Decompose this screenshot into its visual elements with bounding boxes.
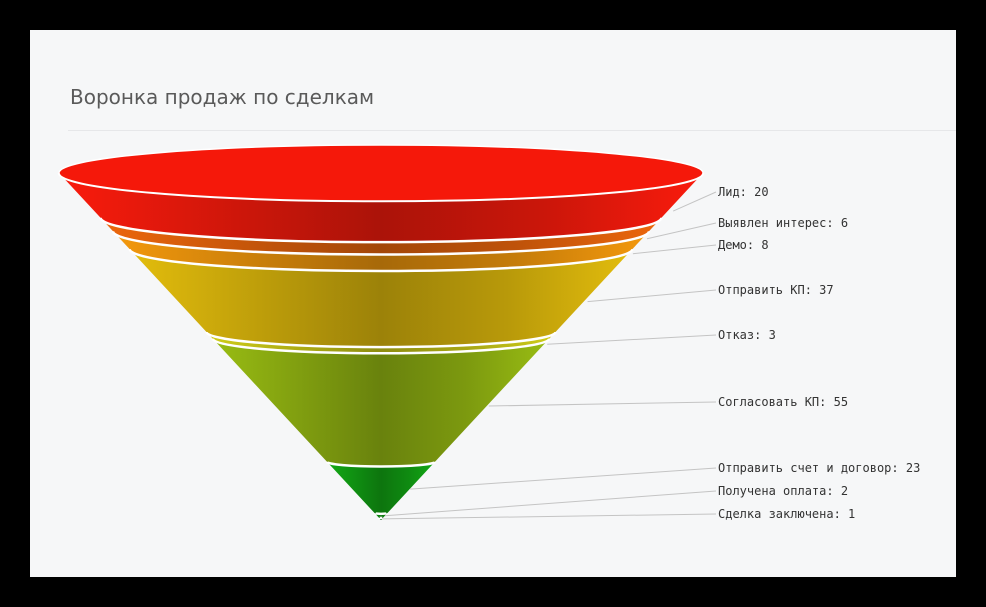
segment-edge bbox=[128, 248, 634, 273]
funnel-segment[interactable] bbox=[206, 331, 556, 354]
label-connector bbox=[384, 490, 717, 517]
title-divider bbox=[68, 130, 956, 131]
funnel-segment[interactable] bbox=[59, 173, 703, 243]
funnel-segment[interactable] bbox=[326, 461, 436, 514]
data-label: Отказ: 3 bbox=[718, 328, 776, 342]
data-label: Отправить счет и договор: 23 bbox=[718, 461, 920, 475]
segment-edge bbox=[99, 217, 663, 244]
segment-edge bbox=[205, 331, 557, 349]
funnel-segment[interactable] bbox=[212, 338, 550, 467]
funnel-segment[interactable] bbox=[129, 249, 633, 348]
data-label: Выявлен интерес: 6 bbox=[718, 216, 848, 230]
funnel-top-face bbox=[58, 144, 704, 202]
data-label: Отправить КП: 37 bbox=[718, 283, 834, 297]
data-label: Демо: 8 bbox=[718, 238, 769, 252]
label-connector bbox=[587, 289, 717, 303]
funnel-segment[interactable] bbox=[113, 231, 649, 271]
chart-title: Воронка продаж по сделкам bbox=[70, 85, 375, 109]
funnel-segment[interactable] bbox=[100, 217, 662, 255]
data-label: Сделка заключена: 1 bbox=[718, 507, 855, 521]
segment-edge bbox=[325, 461, 437, 468]
label-connector bbox=[410, 467, 717, 490]
data-label: Лид: 20 bbox=[718, 185, 769, 199]
segment-edge bbox=[111, 230, 651, 256]
label-connector bbox=[672, 191, 717, 212]
label-connector bbox=[488, 401, 717, 407]
segment-edge bbox=[373, 512, 389, 516]
data-label: Получена оплата: 2 bbox=[718, 484, 848, 498]
segment-edge bbox=[211, 338, 551, 355]
label-connector bbox=[646, 222, 717, 240]
label-connector bbox=[632, 244, 717, 255]
label-connector bbox=[382, 513, 717, 520]
data-label: Согласовать КП: 55 bbox=[718, 395, 848, 409]
label-connector bbox=[547, 334, 717, 345]
